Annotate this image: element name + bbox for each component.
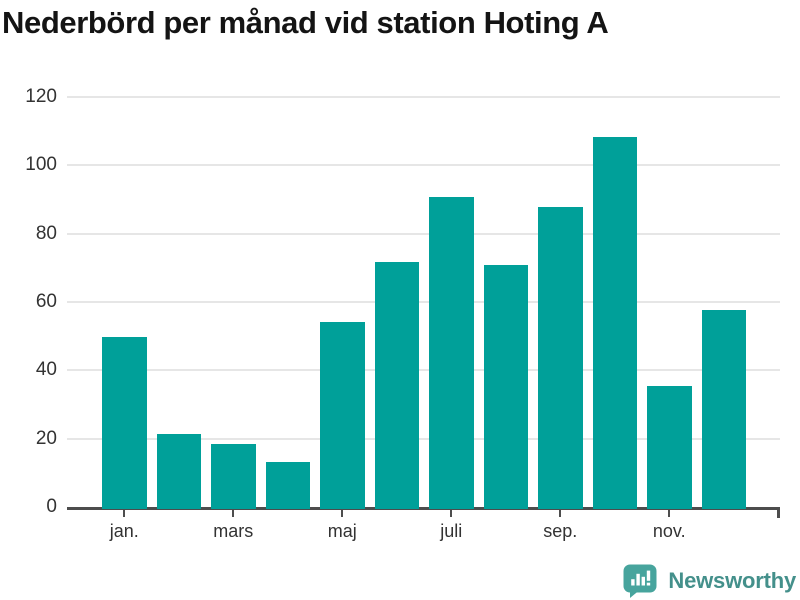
gridline-y100	[67, 164, 780, 167]
bar-feb.	[156, 433, 201, 509]
bar-sep.	[538, 206, 583, 509]
x-tick-label-juli: juli	[440, 521, 463, 541]
x-tick-label-maj: maj	[327, 521, 357, 541]
gridline-y80	[67, 232, 780, 235]
x-tick-sep.	[559, 510, 562, 517]
brand-footer: Newsworthy	[622, 563, 796, 599]
bar-apr.	[265, 462, 310, 509]
y-tick-label: 40	[35, 359, 57, 381]
newsworthy-logo-icon	[623, 564, 657, 598]
plot-area: 0 20 40 60 80 100 120 jan. mars maj juli sep. nov.	[25, 86, 780, 541]
chart-title: Nederbörd per månad vid station Hoting A	[2, 5, 609, 40]
x-tick-mars	[232, 510, 235, 517]
gridline-y60	[67, 301, 780, 303]
bar-dec.	[701, 310, 746, 509]
bar-juli	[429, 196, 474, 509]
bar-juni	[374, 261, 419, 509]
bar-aug.	[483, 264, 528, 509]
gridline-y40	[67, 369, 780, 372]
y-tick-label: 20	[35, 427, 57, 449]
x-tick-maj	[341, 510, 344, 517]
x-tick-jan.	[123, 510, 126, 517]
y-tick-label: 60	[35, 291, 57, 312]
bar-okt.	[592, 136, 637, 509]
brand-name: Newsworthy	[668, 568, 796, 593]
gridline-y20	[67, 437, 780, 440]
y-tick-label: 0	[46, 496, 57, 517]
x-tick-label-nov.: nov.	[652, 521, 686, 541]
x-tick-nov.	[668, 510, 671, 517]
y-tick-label: 120	[25, 86, 57, 107]
x-tick-label-mars: mars	[213, 521, 254, 541]
y-tick-label: 80	[35, 222, 57, 244]
y-tick-label: 100	[25, 154, 57, 176]
x-axis-end-tick	[777, 507, 780, 518]
bar-jan.	[102, 337, 147, 509]
x-axis-line	[67, 507, 780, 510]
x-tick-label-jan.: jan.	[109, 521, 139, 541]
gridline-y120	[67, 96, 780, 98]
bar-mars	[211, 444, 256, 509]
x-tick-juli	[450, 510, 453, 517]
bar-nov.	[647, 386, 692, 509]
x-tick-label-sep.: sep.	[543, 521, 578, 541]
bar-maj	[320, 321, 365, 509]
